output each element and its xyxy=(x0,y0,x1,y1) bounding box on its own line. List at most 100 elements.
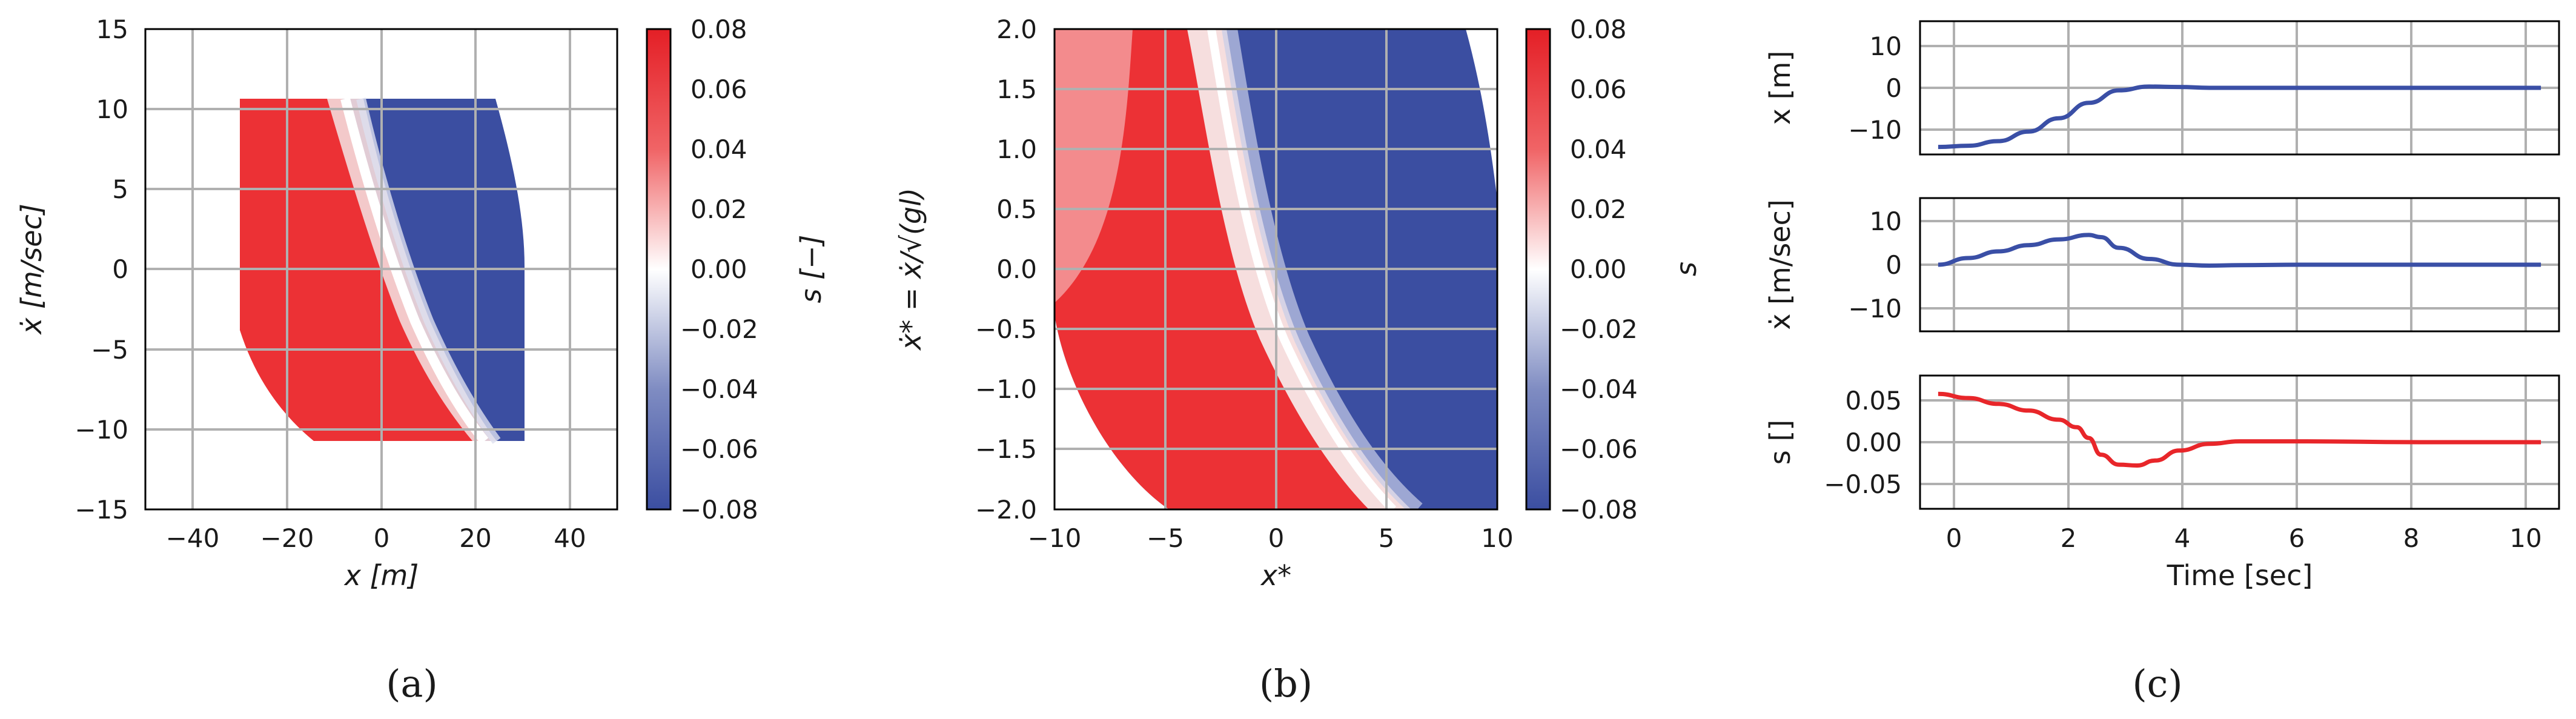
xtick-c-2: 4 xyxy=(2174,523,2191,553)
ytick-c3-2: −0.05 xyxy=(1824,469,1902,499)
xlabel-b: x* xyxy=(1260,559,1291,592)
subplot-c-xdot: 10 0 −10 ẋ [m/sec] xyxy=(1764,197,2560,333)
ytick-b-2: 1.0 xyxy=(996,134,1037,164)
colorbar-a-label: s [−] xyxy=(795,234,827,303)
panel-b: 2.0 1.5 1.0 0.5 0.0 −0.5 −1.0 −1.5 −2.0 … xyxy=(895,15,1703,592)
xtick-a-2: 0 xyxy=(374,523,390,553)
ytick-a-3: 0 xyxy=(112,254,128,284)
ytick-b-5: −0.5 xyxy=(975,314,1037,344)
xtick-b-3: 5 xyxy=(1379,523,1395,553)
plot-frame-b xyxy=(1053,28,1498,511)
ytick-b-8: −2.0 xyxy=(975,495,1037,525)
cbar-b-tick-5: −0.02 xyxy=(1560,314,1638,344)
cbar-a-tick-2: 0.04 xyxy=(690,134,747,164)
subplot-c-x: 10 0 −10 x [m] xyxy=(1764,20,2560,156)
cbar-a-tick-1: 0.06 xyxy=(690,75,747,104)
ytick-c1-0: 10 xyxy=(1870,31,1902,61)
cbar-a-tick-5: −0.02 xyxy=(680,314,758,344)
heatmap-b-zero-line xyxy=(1207,29,1396,509)
ylabel-b: ẋ* = ẋ/√(gl) xyxy=(895,188,927,351)
colorbar-a xyxy=(646,28,672,511)
ytick-b-4: 0.0 xyxy=(996,254,1037,284)
panel-c: 10 0 −10 x [m] 10 0 xyxy=(1764,20,2560,592)
grid-b xyxy=(1055,29,1497,509)
xtick-a-3: 20 xyxy=(459,523,491,553)
xticks-c: 0 2 4 6 8 10 xyxy=(1946,523,2542,553)
ytick-b-6: −1.0 xyxy=(975,374,1037,404)
cbar-a-tick-6: −0.04 xyxy=(680,374,758,404)
grid-a xyxy=(145,29,617,509)
yticks-c2: 10 0 −10 xyxy=(1848,207,1902,323)
xtick-a-0: −40 xyxy=(166,523,220,553)
cbar-b-tick-6: −0.04 xyxy=(1560,374,1638,404)
series-c-x xyxy=(1938,84,2541,150)
ytick-a-4: −5 xyxy=(91,335,128,365)
cbar-b-tick-4: 0.00 xyxy=(1570,254,1627,284)
cbar-a-tick-3: 0.02 xyxy=(690,194,747,224)
ytick-b-3: 0.5 xyxy=(996,194,1037,224)
xtick-c-1: 2 xyxy=(2061,523,2077,553)
ytick-b-7: −1.5 xyxy=(975,434,1037,464)
cbar-b-tick-0: 0.08 xyxy=(1570,15,1627,44)
ytick-c1-2: −10 xyxy=(1848,115,1902,145)
yticks-a: 15 10 5 0 −5 −10 −15 xyxy=(74,15,128,525)
colorbar-a-ticks: 0.08 0.06 0.04 0.02 0.00 −0.02 −0.04 −0.… xyxy=(680,15,758,525)
ytick-a-5: −10 xyxy=(74,415,128,445)
cbar-b-tick-7: −0.06 xyxy=(1560,434,1638,464)
cbar-b-tick-2: 0.04 xyxy=(1570,134,1627,164)
yticks-b: 2.0 1.5 1.0 0.5 0.0 −0.5 −1.0 −1.5 −2.0 xyxy=(975,15,1037,525)
xticks-b: −10 −5 0 5 10 xyxy=(1028,523,1514,553)
ylabel-c2: ẋ [m/sec] xyxy=(1764,199,1796,330)
panel-a: 15 10 5 0 −5 −10 −15 −40 −20 0 20 40 x [… xyxy=(15,15,827,592)
plot-frame-a xyxy=(144,28,618,511)
xtick-c-5: 10 xyxy=(2509,523,2541,553)
yticks-c3: 0.05 0.00 −0.05 xyxy=(1824,386,1902,499)
ytick-c2-2: −10 xyxy=(1848,294,1902,323)
cbar-a-tick-4: 0.00 xyxy=(690,254,747,284)
ylabel-a: ẋ [m/sec] xyxy=(15,204,48,336)
xtick-c-0: 0 xyxy=(1946,523,1962,553)
xtick-b-2: 0 xyxy=(1268,523,1285,553)
ytick-c3-1: 0.00 xyxy=(1845,428,1902,457)
ytick-c2-0: 10 xyxy=(1870,207,1902,236)
panel-label-a: (a) xyxy=(386,661,437,706)
xtick-c-4: 8 xyxy=(2403,523,2420,553)
ytick-a-2: 5 xyxy=(112,174,128,204)
ylabel-c1: x [m] xyxy=(1764,51,1796,125)
panel-label-c: (c) xyxy=(2132,661,2182,706)
ytick-c3-0: 0.05 xyxy=(1845,386,1902,416)
panel-label-b: (b) xyxy=(1259,661,1313,706)
colorbar-b xyxy=(1525,28,1551,511)
cbar-a-tick-7: −0.06 xyxy=(680,434,758,464)
xticks-a: −40 −20 0 20 40 xyxy=(166,523,586,553)
ytick-c1-1: 0 xyxy=(1886,73,1902,103)
heatmap-a-zero-line xyxy=(340,98,489,445)
ytick-a-6: −15 xyxy=(74,495,128,525)
series-c-s xyxy=(1938,391,2541,468)
ytick-a-1: 10 xyxy=(96,94,128,124)
xlabel-c: Time [sec] xyxy=(2167,559,2313,592)
ytick-c2-1: 0 xyxy=(1886,250,1902,280)
colorbar-b-ticks: 0.08 0.06 0.04 0.02 0.00 −0.02 −0.04 −0.… xyxy=(1560,15,1638,525)
xtick-a-4: 40 xyxy=(554,523,586,553)
cbar-a-tick-0: 0.08 xyxy=(690,15,747,44)
ylabel-c3: s [] xyxy=(1764,420,1796,465)
xtick-a-1: −20 xyxy=(260,523,314,553)
cbar-b-tick-1: 0.06 xyxy=(1570,75,1627,104)
xtick-b-0: −10 xyxy=(1028,523,1082,553)
ytick-a-0: 15 xyxy=(96,15,128,44)
xlabel-a: x [m] xyxy=(343,559,419,592)
cbar-b-tick-3: 0.02 xyxy=(1570,194,1627,224)
xtick-c-3: 6 xyxy=(2289,523,2305,553)
colorbar-b-label: s xyxy=(1670,262,1703,276)
series-c-xdot xyxy=(1938,233,2541,268)
subplot-c-s: 0.05 0.00 −0.05 s [] 0 2 4 6 8 10 Time [… xyxy=(1764,374,2560,592)
cbar-a-tick-8: −0.08 xyxy=(680,495,758,525)
cbar-b-tick-8: −0.08 xyxy=(1560,495,1638,525)
yticks-c1: 10 0 −10 xyxy=(1848,31,1902,145)
xtick-b-1: −5 xyxy=(1147,523,1184,553)
xtick-b-4: 10 xyxy=(1481,523,1513,553)
ytick-b-0: 2.0 xyxy=(996,15,1037,44)
ytick-b-1: 1.5 xyxy=(996,75,1037,104)
